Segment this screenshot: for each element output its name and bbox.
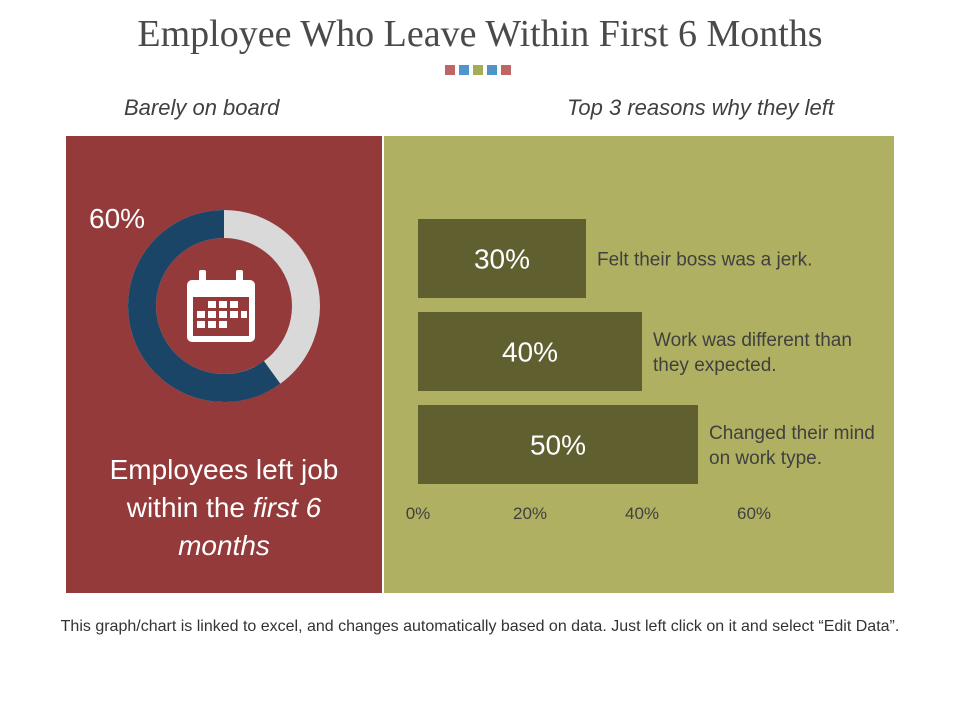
dot-3 [473,65,483,75]
x-tick-label-3: 40% [625,504,659,523]
caption-line-2: within the first 6 [66,489,382,527]
caption-line-2-plain: within the [126,492,253,523]
bar-1-category-label: Felt their boss was a jerk. [597,250,812,271]
donut-chart [128,210,320,402]
left-caption: Employees left job within the first 6 mo… [66,451,382,565]
left-subtitle: Barely on board [124,95,280,120]
caption-line-2-italic: first 6 [252,492,322,523]
donut-percent-label: 60% [89,203,146,234]
dot-2 [459,65,469,75]
x-tick-label-1: 0% [406,504,431,523]
x-tick-label-2: 20% [513,504,547,523]
bar-3-category-label: Changed their mind on work type. [709,423,875,469]
calendar-icon [187,270,255,342]
bar-2 [418,312,642,391]
donut-filled [128,210,320,402]
bar-chart: 30% Felt their boss was a jerk. 40% Work wa… [406,219,875,523]
caption-line-3-italic: months [178,530,270,561]
page-title: Employee Who Leave Within First 6 Months [137,13,823,55]
x-tick-label-4: 60% [737,504,771,523]
bar-3 [418,405,698,484]
footnote: This graph/chart is linked to excel, and… [60,618,900,635]
dot-1 [445,65,455,75]
bar-2-category-label: Work was different than they expected. [653,330,852,376]
decorative-dots [445,65,511,75]
caption-line-3: months [66,527,382,565]
dot-5 [501,65,511,75]
bar-3-value-label: 50% [530,430,586,461]
caption-line-1: Employees left job [109,454,339,485]
bar-2-value-label: 40% [502,337,558,368]
bar-1-value-label: 30% [474,244,530,275]
right-subtitle: Top 3 reasons why they left [567,95,835,120]
bar-1 [418,219,586,298]
dot-4 [487,65,497,75]
